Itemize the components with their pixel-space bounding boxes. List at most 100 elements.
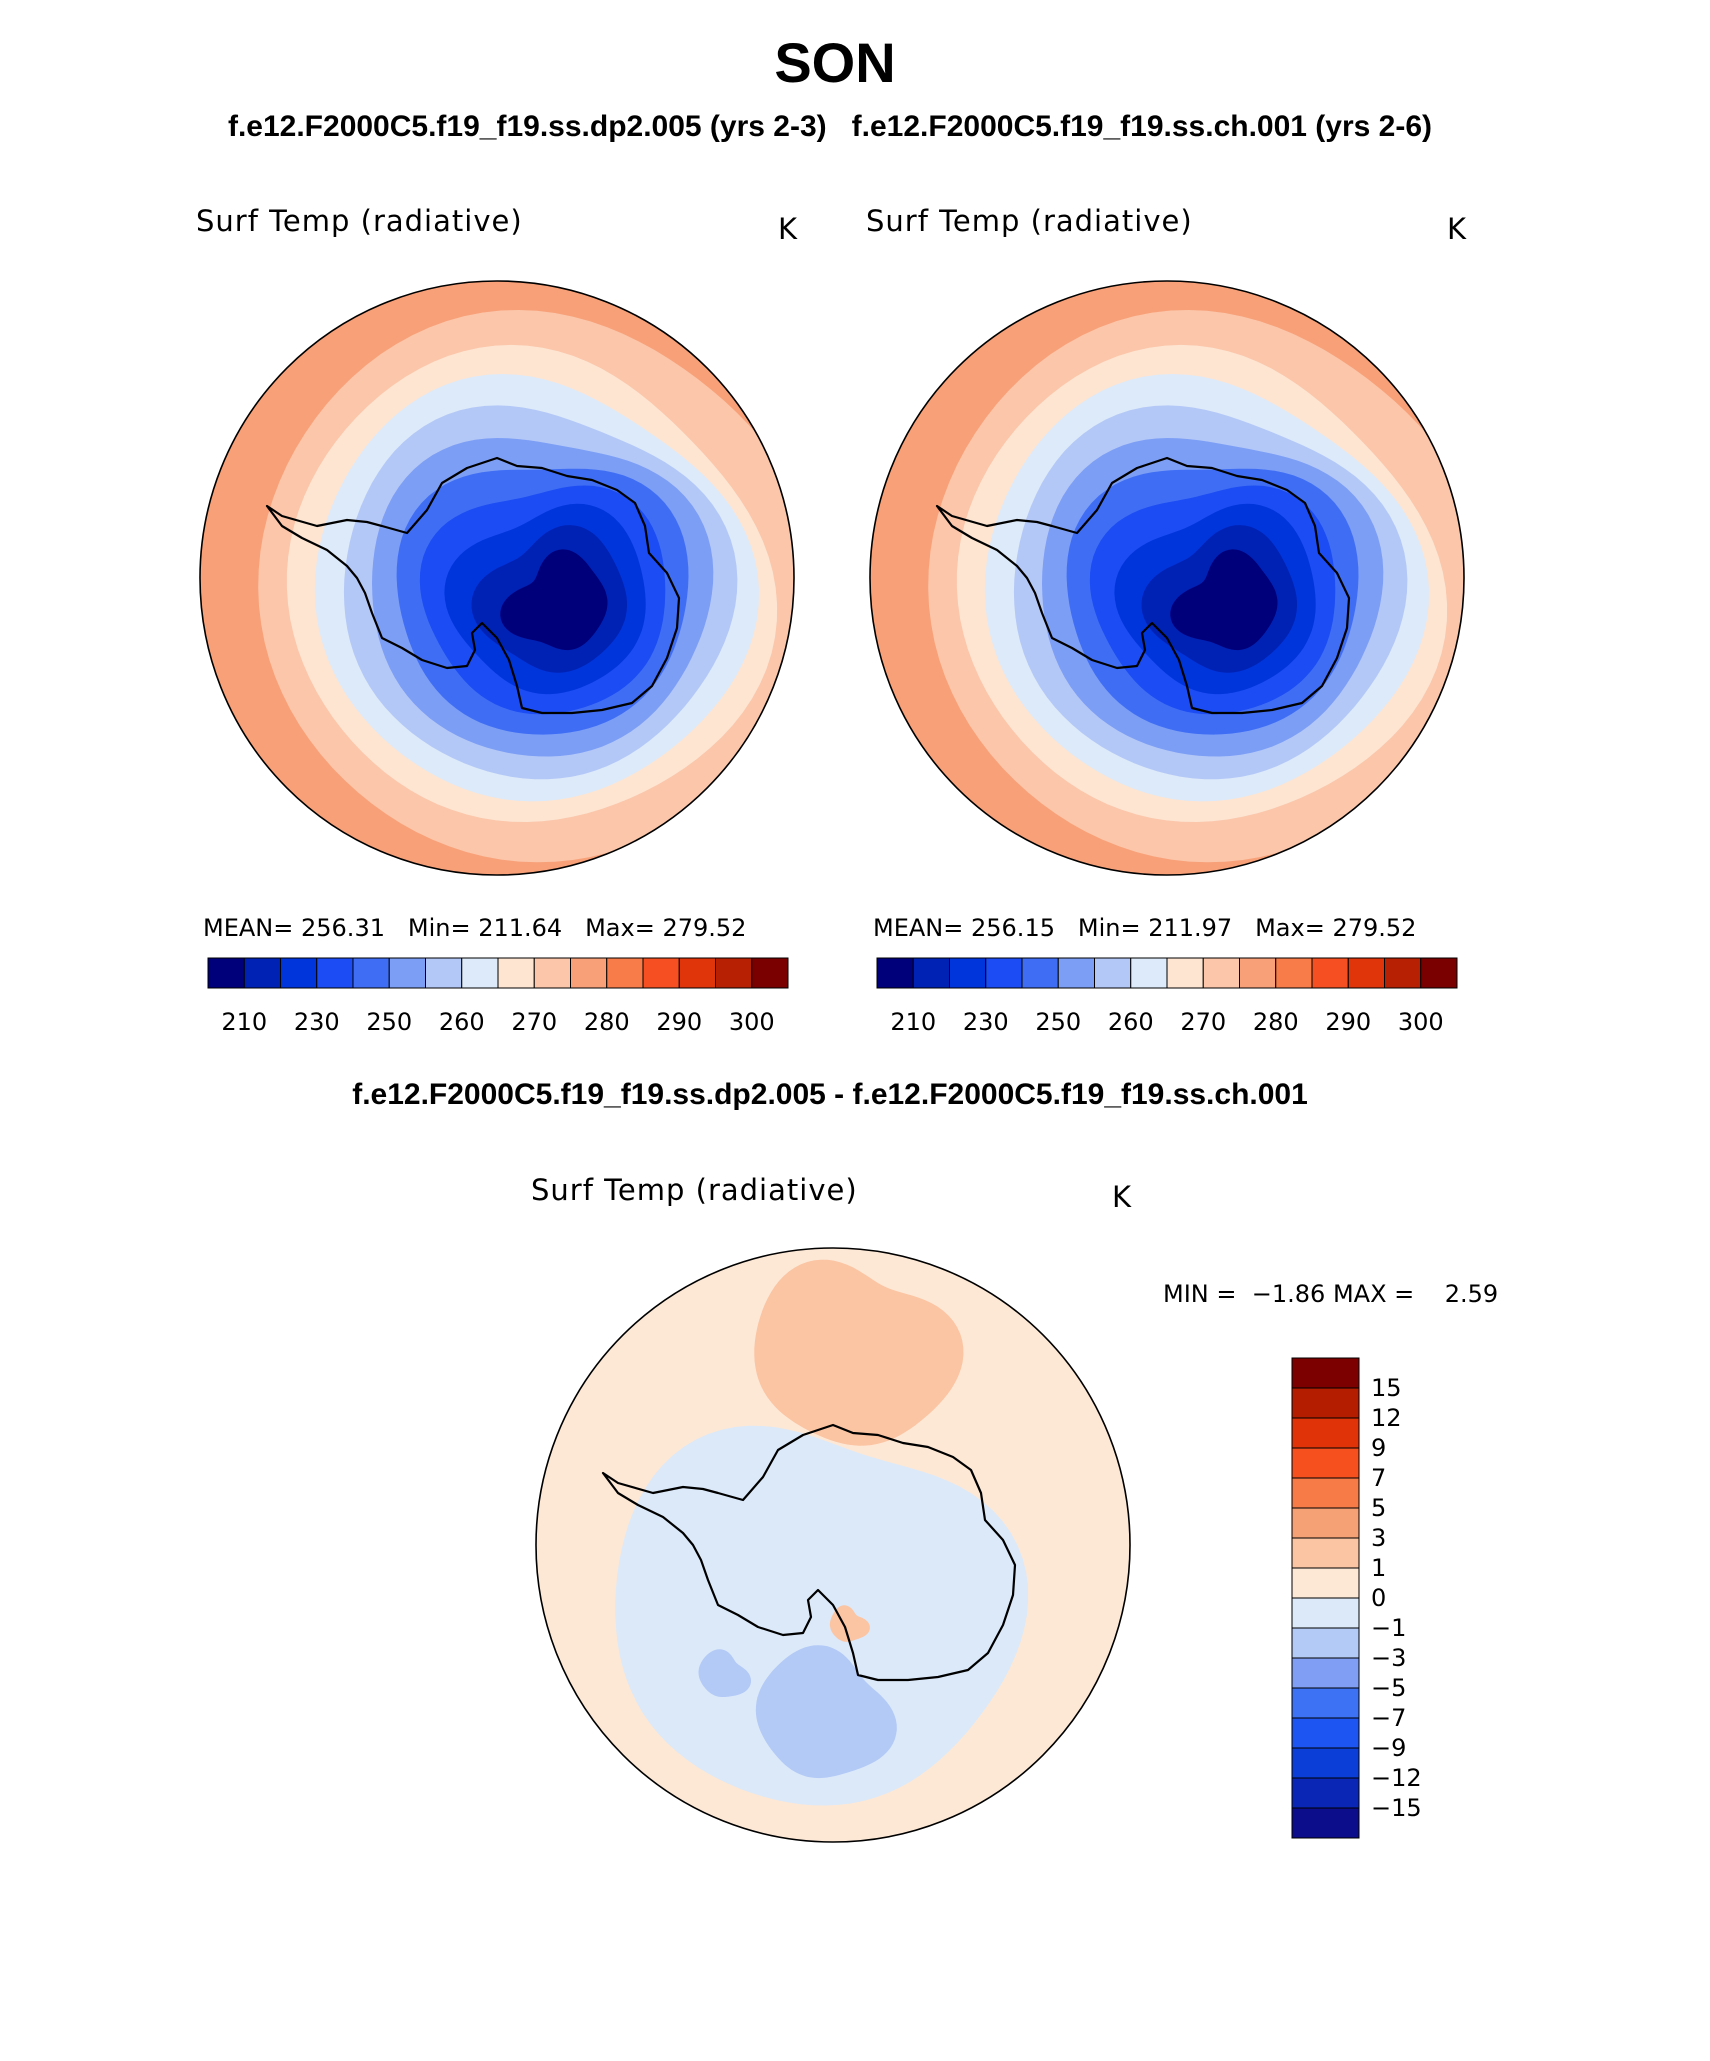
panel2-colorbar-tick-label: 290 — [1325, 1008, 1371, 1036]
diff-colorbar-box-1 — [1291, 1387, 1360, 1419]
panel2-colorbar-box-1 — [912, 957, 950, 989]
panel2-map-group — [869, 280, 1465, 876]
page-title: SON — [774, 31, 896, 94]
diff-colorbar-box-10 — [1291, 1657, 1360, 1689]
diff-colorbar-tick-label: −3 — [1371, 1644, 1406, 1672]
diff-contour-neg3-neg1-b — [698, 1649, 751, 1697]
panel2-colorbar-box-14 — [1384, 957, 1422, 989]
panel2-coastline — [935, 456, 1351, 715]
panel2-colorbar-tick-label: 270 — [1180, 1008, 1226, 1036]
panel1-max-label: Max= — [585, 914, 655, 942]
panel2-stats: MEAN= 256.15 Min= 211.97 Max= 279.52 — [873, 914, 1416, 942]
diff-variable-label: Surf Temp (radiative) — [531, 1173, 858, 1207]
panel2-colorbar-box-4 — [1021, 957, 1059, 989]
panel2-colorbar-tick-label: 250 — [1035, 1008, 1081, 1036]
panel1-colorbar-box-5 — [388, 957, 426, 989]
panel1-colorbar-tick-label: 270 — [511, 1008, 557, 1036]
panel2-min-value: 211.97 — [1148, 914, 1233, 942]
panel2-colorbar-tick-label: 280 — [1253, 1008, 1299, 1036]
diff-max-value: 2.59 — [1444, 1280, 1499, 1308]
panel2-colorbar-box-7 — [1130, 957, 1168, 989]
case-title-right: f.e12.F2000C5.f19_f19.ss.ch.001 (yrs 2-6… — [851, 110, 1433, 143]
panel1-min-value: 211.64 — [478, 914, 563, 942]
diff-contour-neg3-neg1 — [755, 1645, 897, 1779]
panel1-colorbar-tick-label: 290 — [656, 1008, 702, 1036]
panel2-colorbar-box-15 — [1420, 957, 1458, 989]
panel2-min-label: Min= — [1077, 914, 1141, 942]
panel1-contour-level-0 — [500, 549, 608, 651]
panel2-colorbar-tick-label: 230 — [963, 1008, 1009, 1036]
panel1-colorbar-box-7 — [461, 957, 499, 989]
panel1-colorbar-box-11 — [606, 957, 644, 989]
diff-colorbar-box-6 — [1291, 1537, 1360, 1569]
panel2-colorbar-tick-label: 300 — [1398, 1008, 1444, 1036]
diff-colorbar-box-5 — [1291, 1507, 1360, 1539]
panel1-colorbar-box-0 — [207, 957, 245, 989]
panel1-colorbar-tick-label: 300 — [729, 1008, 775, 1036]
diff-colorbar-tick-label: −1 — [1371, 1614, 1406, 1642]
panel1-map-border — [199, 280, 795, 876]
diff-colorbar-box-9 — [1291, 1627, 1360, 1659]
panel2-units-label: K — [1447, 212, 1467, 246]
panel1-colorbar-box-10 — [570, 957, 608, 989]
diff-colorbar-tick-label: 5 — [1371, 1494, 1386, 1522]
diff-colorbar-box-0 — [1291, 1357, 1360, 1389]
panel2-contour-level-0 — [1170, 549, 1278, 651]
diff-stats: MIN = −1.86 MAX = 2.59 — [1163, 1280, 1498, 1308]
diff-colorbar-tick-label: 0 — [1371, 1584, 1386, 1612]
panel1-colorbar-tick-label: 250 — [366, 1008, 412, 1036]
diff-map-border — [535, 1247, 1131, 1843]
panel1-mean-label: MEAN= — [203, 914, 294, 942]
diff-colorbar-box-8 — [1291, 1597, 1360, 1629]
panel1-colorbar-tick-label: 280 — [584, 1008, 630, 1036]
diff-colorbar-box-12 — [1291, 1717, 1360, 1749]
panel2-colorbar-tick-label: 210 — [890, 1008, 936, 1036]
diff-colorbar-box-3 — [1291, 1447, 1360, 1479]
diff-colorbar-box-4 — [1291, 1477, 1360, 1509]
panel1-coastline — [265, 456, 681, 715]
diff-map-group — [535, 1247, 1131, 1843]
diff-colorbar-tick-label: 7 — [1371, 1464, 1386, 1492]
difference-title: f.e12.F2000C5.f19_f19.ss.dp2.005 - f.e12… — [352, 1078, 1308, 1111]
diff-colorbar-box-11 — [1291, 1687, 1360, 1719]
panel1-mean-value: 256.31 — [301, 914, 385, 942]
diff-colorbar-box-15 — [1291, 1807, 1360, 1839]
diff-colorbar-tick-label: 1 — [1371, 1554, 1386, 1582]
panel2-mean-value: 256.15 — [971, 914, 1055, 942]
diff-max-label: MAX = — [1332, 1280, 1415, 1308]
panel2-colorbar-box-9 — [1202, 957, 1240, 989]
panel2-colorbar-box-11 — [1275, 957, 1313, 989]
diff-coastline — [601, 1423, 1017, 1682]
diff-colorbar-tick-label: −15 — [1371, 1794, 1422, 1822]
panel1-variable-label: Surf Temp (radiative) — [196, 204, 523, 238]
panel1-min-label: Min= — [407, 914, 471, 942]
case-titles: f.e12.F2000C5.f19_f19.ss.dp2.005 (yrs 2-… — [0, 110, 1660, 144]
panel1-colorbar-box-12 — [642, 957, 680, 989]
panel1-colorbar-box-14 — [715, 957, 753, 989]
panel2-colorbar-box-13 — [1347, 957, 1385, 989]
panel1-colorbar-box-6 — [425, 957, 463, 989]
diff-colorbar-tick-label: −9 — [1371, 1734, 1406, 1762]
diff-colorbar-tick-label: −5 — [1371, 1674, 1406, 1702]
panel1-colorbar-box-9 — [533, 957, 571, 989]
case-title-left: f.e12.F2000C5.f19_f19.ss.dp2.005 (yrs 2-… — [227, 110, 827, 143]
diff-min-value: −1.86 — [1251, 1280, 1326, 1308]
panel2-colorbar-box-2 — [949, 957, 987, 989]
panel1-colorbar-box-4 — [352, 957, 390, 989]
panel2-colorbar-tick-label: 260 — [1108, 1008, 1154, 1036]
panel1-max-value: 279.52 — [662, 914, 747, 942]
panel2-colorbar-box-8 — [1166, 957, 1204, 989]
diff-colorbar-box-13 — [1291, 1747, 1360, 1779]
panel2-variable-label: Surf Temp (radiative) — [866, 204, 1193, 238]
panel1-units-label: K — [778, 212, 798, 246]
panel1-colorbar-box-15 — [751, 957, 789, 989]
diff-units-label: K — [1112, 1180, 1132, 1214]
diff-colorbar-tick-label: 12 — [1371, 1404, 1402, 1432]
diff-colorbar-box-7 — [1291, 1567, 1360, 1599]
diff-colorbar-box-2 — [1291, 1417, 1360, 1449]
panel1-colorbar-box-2 — [280, 957, 318, 989]
diff-min-label: MIN = — [1163, 1280, 1237, 1308]
panel1-colorbar-box-1 — [243, 957, 281, 989]
panel2-colorbar-box-6 — [1094, 957, 1132, 989]
diff-colorbar-tick-label: −7 — [1371, 1704, 1406, 1732]
